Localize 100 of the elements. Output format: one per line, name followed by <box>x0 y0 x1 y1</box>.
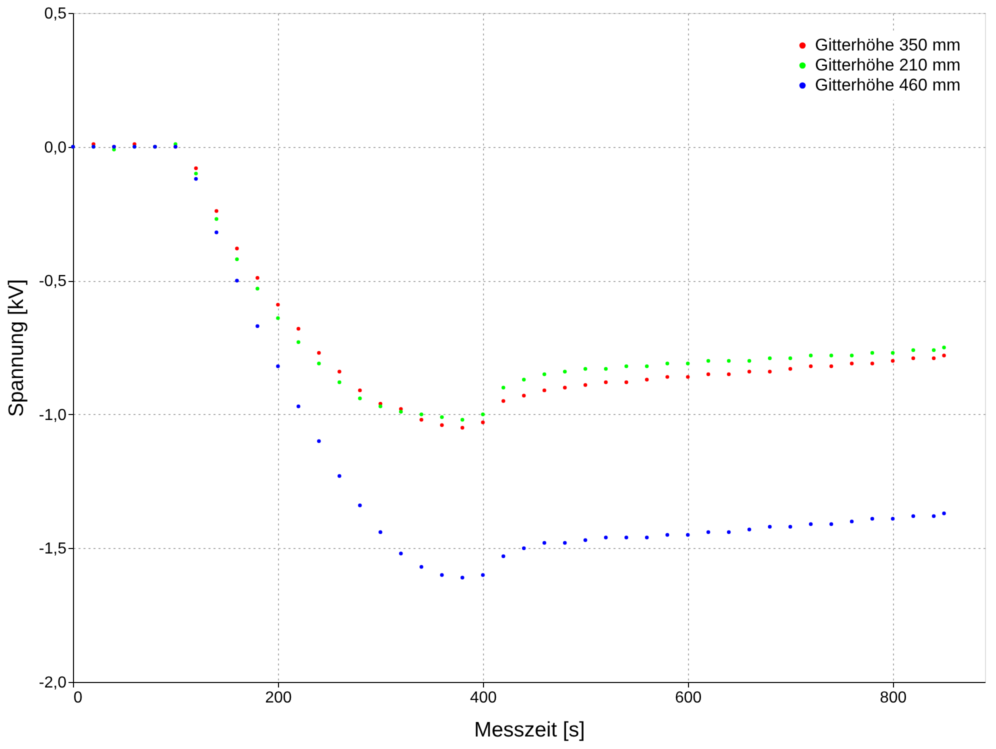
point <box>788 356 792 360</box>
point <box>932 348 936 352</box>
point <box>911 348 916 352</box>
point <box>768 370 772 374</box>
y-tick-label: 0,0 <box>44 139 67 156</box>
point <box>256 286 260 290</box>
point <box>665 532 670 537</box>
y-tick-label: -2,0 <box>38 674 67 692</box>
point <box>276 302 280 307</box>
point <box>562 386 567 390</box>
point <box>420 412 424 416</box>
point <box>747 370 752 374</box>
point <box>562 370 567 374</box>
point <box>665 375 670 379</box>
point <box>542 540 546 545</box>
point <box>942 346 946 350</box>
point <box>644 536 649 540</box>
point <box>542 372 546 376</box>
x-tick-label: 600 <box>674 690 702 706</box>
point <box>358 388 362 392</box>
point <box>440 573 444 577</box>
point <box>296 340 300 344</box>
point <box>932 356 936 360</box>
point <box>276 316 280 320</box>
point <box>481 573 485 577</box>
point <box>460 576 464 580</box>
point <box>808 354 813 358</box>
point <box>235 257 239 262</box>
point <box>358 396 362 400</box>
point <box>706 530 710 534</box>
point <box>747 359 752 363</box>
point <box>522 546 526 550</box>
point <box>768 524 772 529</box>
y-tick-label: -0,5 <box>38 273 67 290</box>
point <box>890 350 895 355</box>
x-axis-title: Messzeit [s] <box>474 718 585 742</box>
y-tick-label: -1,5 <box>38 540 67 558</box>
point <box>583 538 588 542</box>
point <box>942 512 946 516</box>
point <box>256 276 260 280</box>
y-tick-label: -1,0 <box>38 406 67 424</box>
point <box>808 522 813 526</box>
point <box>604 536 608 540</box>
point <box>399 552 403 556</box>
point <box>850 520 854 524</box>
point <box>829 522 834 526</box>
point <box>932 514 936 518</box>
point <box>644 364 649 368</box>
point <box>420 565 424 569</box>
point <box>542 388 546 392</box>
point <box>686 532 690 537</box>
point <box>624 364 628 368</box>
point <box>706 359 710 363</box>
point <box>338 370 342 374</box>
point <box>502 386 506 390</box>
point <box>808 364 813 368</box>
point <box>665 362 670 366</box>
point <box>829 354 834 358</box>
point <box>870 516 874 521</box>
point <box>235 278 239 282</box>
point <box>870 350 874 355</box>
point <box>399 410 403 414</box>
y-axis-title: Spannung [kV] <box>4 279 28 417</box>
point <box>194 166 198 170</box>
point <box>440 415 444 419</box>
point <box>911 514 916 518</box>
point <box>583 383 588 387</box>
point <box>604 367 608 371</box>
point <box>214 230 218 234</box>
y-tick-label: 0,5 <box>44 6 67 22</box>
point <box>788 367 792 371</box>
point <box>338 380 342 384</box>
point <box>338 474 342 478</box>
x-tick-label: 200 <box>265 690 292 706</box>
point <box>481 412 485 416</box>
point <box>214 217 218 221</box>
point <box>604 380 608 384</box>
point <box>624 380 628 384</box>
point <box>194 177 198 181</box>
point <box>726 530 731 534</box>
point <box>296 404 300 408</box>
point <box>686 362 690 366</box>
point <box>358 504 362 508</box>
point <box>256 324 260 328</box>
point <box>214 209 218 213</box>
point <box>502 554 506 558</box>
point <box>317 439 321 444</box>
point <box>768 356 772 360</box>
point <box>829 364 834 368</box>
point <box>502 399 506 403</box>
point <box>481 420 485 424</box>
legend-label: Gitterhöhe 460 mm <box>815 76 961 94</box>
point <box>644 378 649 382</box>
point <box>276 364 280 368</box>
point <box>850 354 854 358</box>
point <box>460 426 464 430</box>
point <box>378 530 382 534</box>
point <box>706 372 710 376</box>
point <box>562 540 567 545</box>
point <box>726 359 731 363</box>
